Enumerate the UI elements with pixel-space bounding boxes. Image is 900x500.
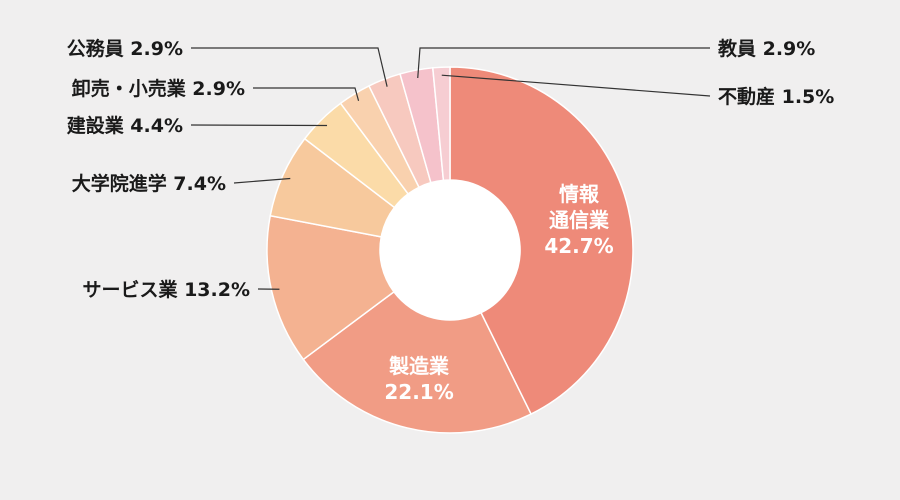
slice-label: 大学院進学 7.4%: [72, 172, 226, 195]
slice-label: 公務員 2.9%: [67, 37, 183, 60]
leader-line: [253, 87, 360, 101]
slice-name-label: 情報: [559, 182, 600, 206]
slice-label: 不動産 1.5%: [718, 85, 834, 108]
leader-line: [191, 47, 388, 87]
leader-line: [441, 74, 711, 97]
slice-name-label: 通信業: [549, 208, 610, 232]
slice-label: 卸売・小売業 2.9%: [72, 77, 245, 100]
slice-label: 建設業 4.4%: [67, 114, 183, 137]
slice-label: 教員 2.9%: [718, 37, 815, 60]
slice-value-label: 22.1%: [384, 380, 453, 404]
slice-name-label: 製造業: [389, 354, 450, 378]
leader-line: [233, 177, 291, 184]
slice-label: サービス業 13.2%: [82, 278, 250, 301]
donut-hole: [380, 180, 520, 320]
slice-value-label: 42.7%: [544, 234, 613, 258]
leader-line: [417, 47, 710, 79]
